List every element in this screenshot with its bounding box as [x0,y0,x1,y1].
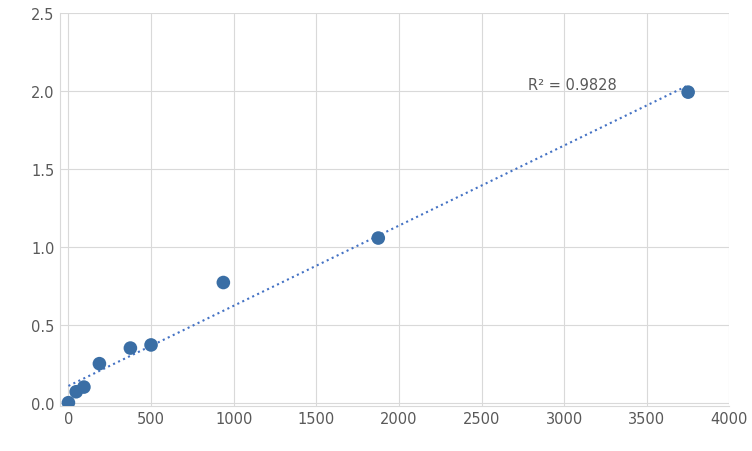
Point [62,399,74,406]
Point [70,388,82,396]
Point [93,360,105,368]
Point [372,235,384,242]
Point [124,345,136,352]
Text: R² = 0.9828: R² = 0.9828 [528,78,617,92]
Point [217,279,229,286]
Point [145,341,157,349]
Point [682,89,694,97]
Point [78,384,90,391]
